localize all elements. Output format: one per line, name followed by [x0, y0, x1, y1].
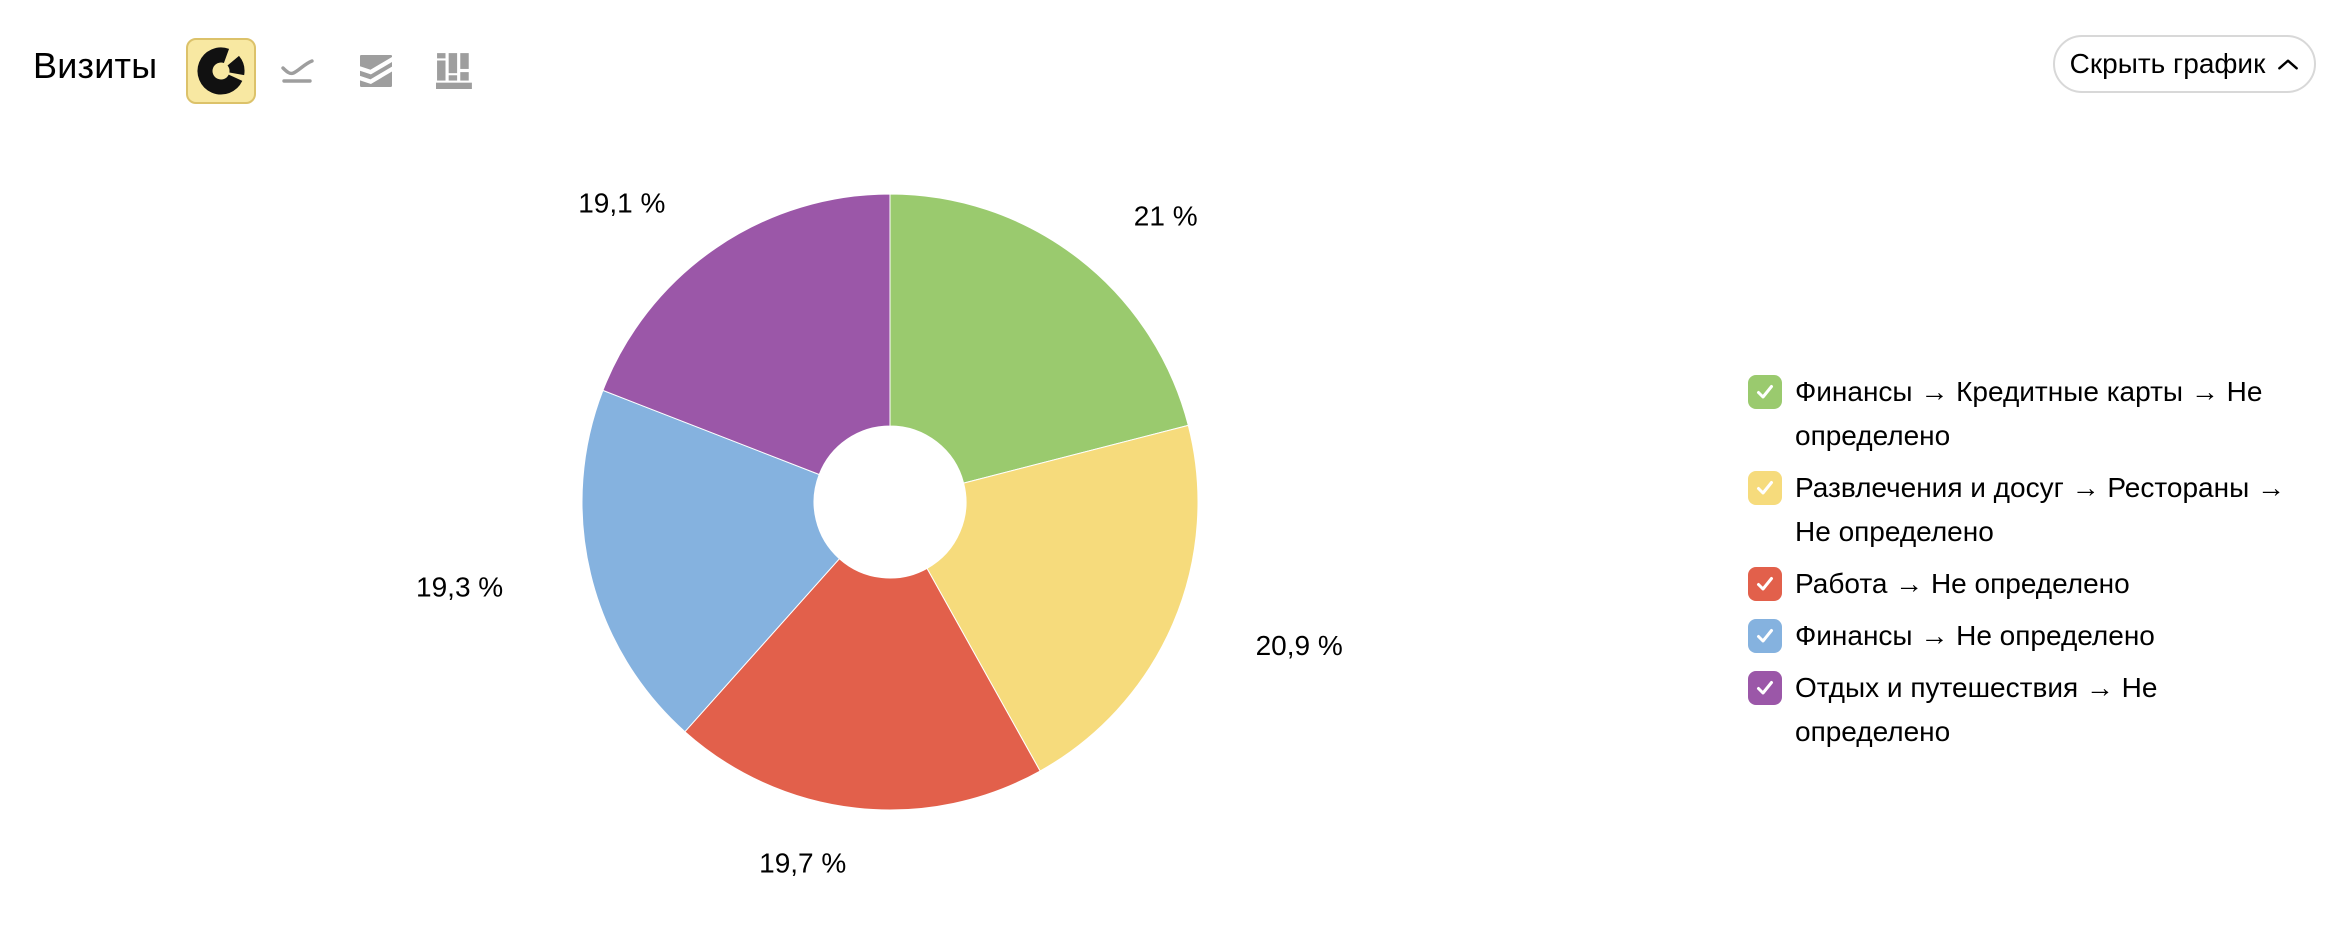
page-title: Визиты: [33, 45, 158, 86]
column-chart-icon: [436, 53, 472, 89]
donut-chart-icon: [197, 47, 245, 95]
checkmark-icon: [1757, 385, 1773, 399]
pie-slice-label-3: 19,3 %: [416, 572, 503, 603]
pie-slice-4[interactable]: [602, 193, 891, 476]
pie-slice-1[interactable]: [926, 424, 1199, 772]
pie-slice-0[interactable]: [889, 193, 1189, 484]
legend-item-4[interactable]: Отдых и путешествия → Не определено: [1748, 666, 2308, 754]
legend-checkbox-2[interactable]: [1748, 567, 1782, 601]
legend-label-0: Финансы → Кредитные карты → Не определен…: [1795, 376, 2263, 451]
chart-type-stacked-area-button[interactable]: [355, 49, 397, 93]
pie-slice-label-1: 20,9 %: [1256, 630, 1343, 661]
chart-type-columns-button[interactable]: [431, 47, 479, 93]
pie-slice-label-0: 21 %: [1134, 200, 1198, 231]
chart-type-line-button[interactable]: [274, 49, 322, 93]
legend-label-4: Отдых и путешествия → Не определено: [1795, 672, 2158, 747]
legend-item-2[interactable]: Работа → Не определено: [1748, 562, 2308, 606]
hide-chart-label: Скрыть график: [2069, 48, 2266, 79]
legend-item-0[interactable]: Финансы → Кредитные карты → Не определен…: [1748, 370, 2308, 458]
checkmark-icon: [1757, 681, 1773, 695]
checkmark-icon: [1757, 629, 1773, 643]
pie-slice-label-4: 19,1 %: [578, 188, 665, 219]
checkmark-icon: [1757, 481, 1773, 495]
legend-checkbox-1[interactable]: [1748, 471, 1782, 505]
legend-checkbox-4[interactable]: [1748, 671, 1782, 705]
legend-checkbox-0[interactable]: [1748, 375, 1782, 409]
hide-chart-button[interactable]: Скрыть график: [2053, 35, 2316, 93]
legend: Финансы → Кредитные карты → Не определен…: [1748, 370, 2308, 762]
checkmark-icon: [1757, 577, 1773, 591]
legend-label-3: Финансы → Не определено: [1795, 620, 2155, 651]
legend-checkbox-3[interactable]: [1748, 619, 1782, 653]
stacked-area-chart-icon: [360, 55, 392, 87]
legend-item-1[interactable]: Развлечения и досуг → Рестораны → Не опр…: [1748, 466, 2308, 554]
pie-slice-3[interactable]: [581, 389, 841, 733]
legend-item-3[interactable]: Финансы → Не определено: [1748, 614, 2308, 658]
legend-label-1: Развлечения и досуг → Рестораны → Не опр…: [1795, 472, 2285, 547]
line-chart-icon: [281, 59, 314, 83]
donut-chart: 21 % 20,9 % 19,7 % 19,3 % 19,1 %: [416, 188, 1343, 879]
pie-slice-2[interactable]: [684, 557, 1041, 811]
pie-slice-label-2: 19,7 %: [759, 848, 846, 879]
legend-label-2: Работа → Не определено: [1795, 568, 2130, 599]
chart-type-donut-button[interactable]: [186, 38, 256, 104]
chevron-up-icon: [2278, 59, 2299, 69]
